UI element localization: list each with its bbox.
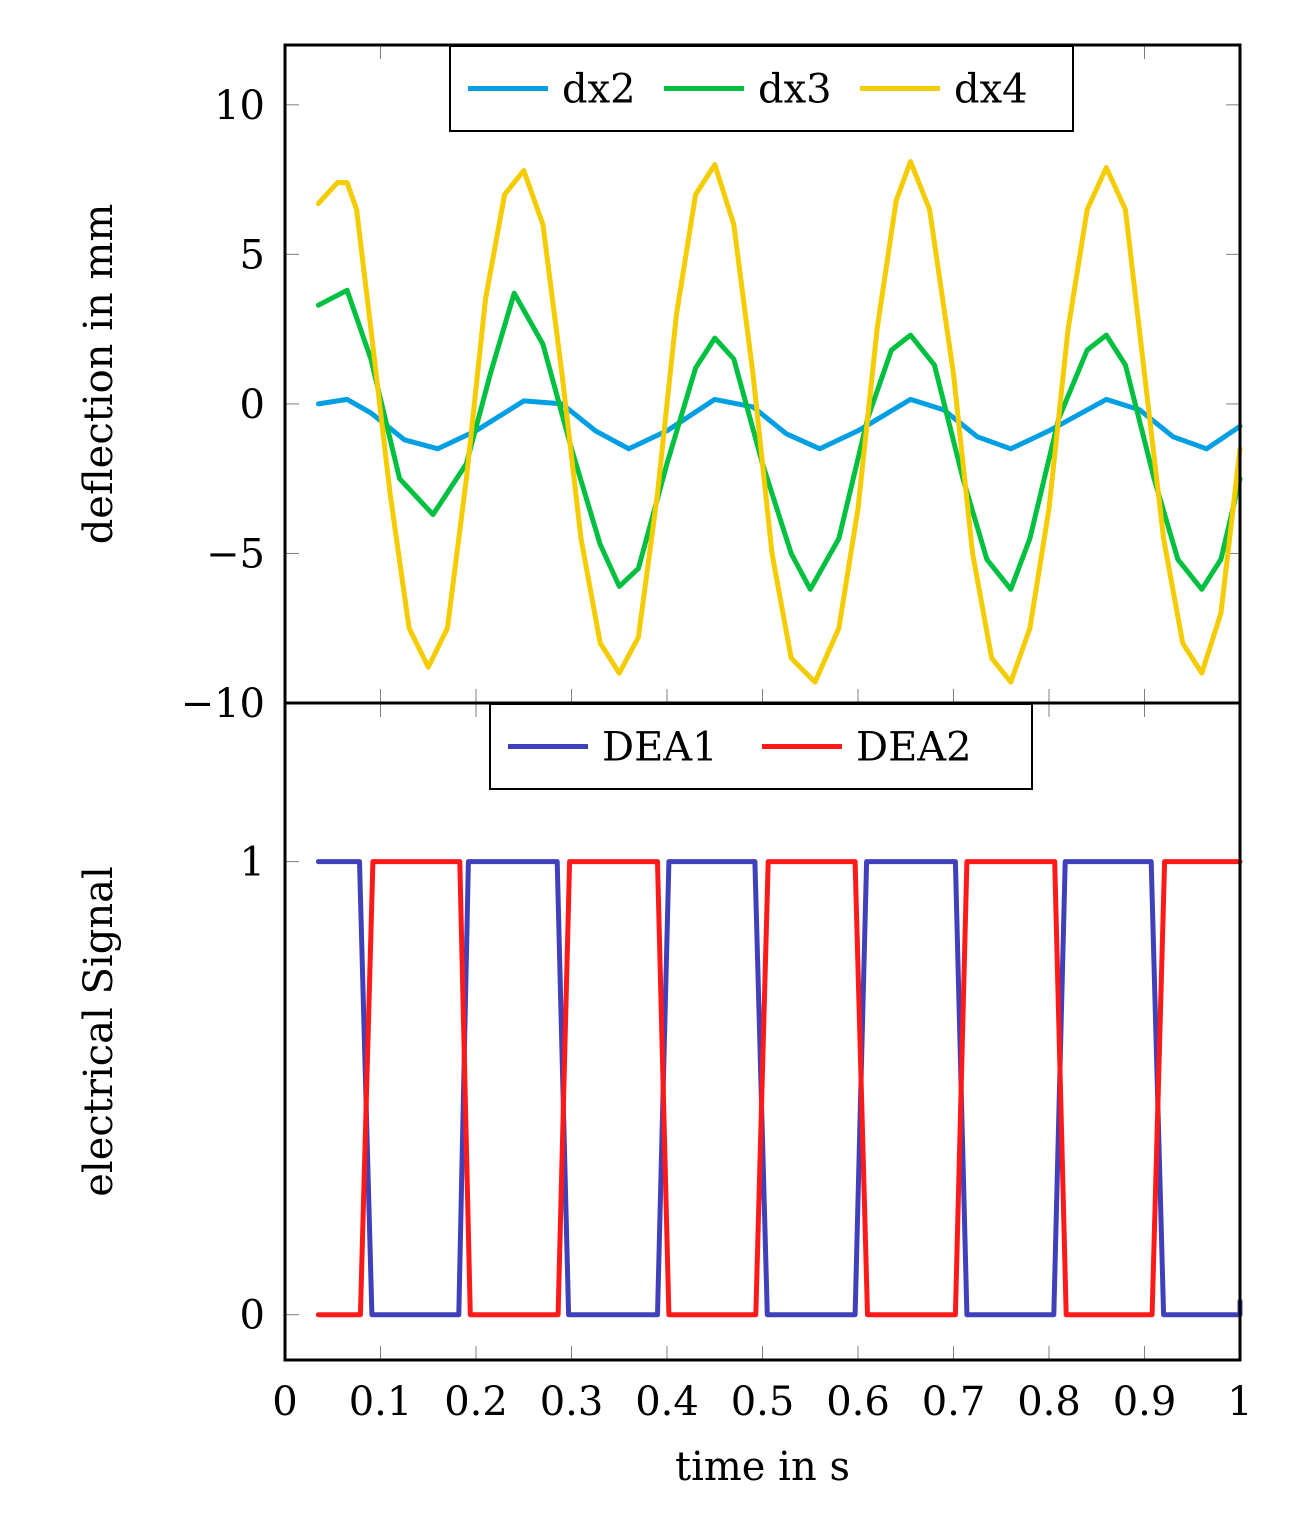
xtick-label-4: 0.4 (635, 1379, 699, 1425)
xlabel: time in s (675, 1444, 850, 1490)
xtick-label-1: 0.1 (349, 1379, 413, 1425)
deflection-plot: 10 5 0 −5 −10 deflection in mm dx2 dx3 dx4 (76, 43, 1243, 727)
top-legend-label-dx4: dx4 (954, 67, 1028, 113)
top-series-line-dx4 (315, 159, 1243, 685)
xtick-label-5: 0.5 (731, 1379, 795, 1425)
top-legend-label-dx2: dx2 (562, 67, 636, 113)
top-ytick-label-1: 5 (240, 232, 265, 278)
xtick-label-3: 0.3 (540, 1379, 604, 1425)
bottom-legend-label-DEA2: DEA2 (856, 725, 972, 771)
top-ytick-label-4: −10 (181, 681, 265, 727)
xtick-label-9: 0.9 (1113, 1379, 1177, 1425)
electrical-signal-plot: 1 0 electrical Signal DEA1 DEA2 0 0.1 0.2 0.3 0.4… (76, 701, 1253, 1490)
top-ylabel: deflection in mm (76, 204, 122, 545)
xtick-label-2: 0.2 (444, 1379, 508, 1425)
xtick-label-8: 0.8 (1017, 1379, 1081, 1425)
top-ytick-label-2: 0 (240, 382, 265, 428)
bottom-ytick-label-1: 0 (240, 1293, 265, 1339)
top-legend-box (449, 45, 1074, 132)
top-plot-frame (283, 43, 1242, 705)
bottom-series-line-DEA1 (315, 859, 1243, 1318)
top-ytick-label-3: −5 (206, 531, 265, 577)
bottom-series-line-DEA2 (315, 859, 1243, 1318)
xtick-label-0: 0 (272, 1379, 297, 1425)
xtick-label-10: 1 (1227, 1379, 1252, 1425)
bottom-ytick-label-0: 1 (240, 840, 265, 886)
xtick-label-6: 0.6 (826, 1379, 890, 1425)
top-legend-label-dx3: dx3 (758, 67, 832, 113)
bottom-ylabel: electrical Signal (76, 866, 122, 1197)
top-ytick-label-0: 10 (214, 83, 265, 129)
top-series-line-dx2 (315, 396, 1243, 452)
top-series-line-dx3 (315, 287, 1243, 592)
bottom-legend-label-DEA1: DEA1 (602, 725, 718, 771)
xtick-label-7: 0.7 (922, 1379, 986, 1425)
